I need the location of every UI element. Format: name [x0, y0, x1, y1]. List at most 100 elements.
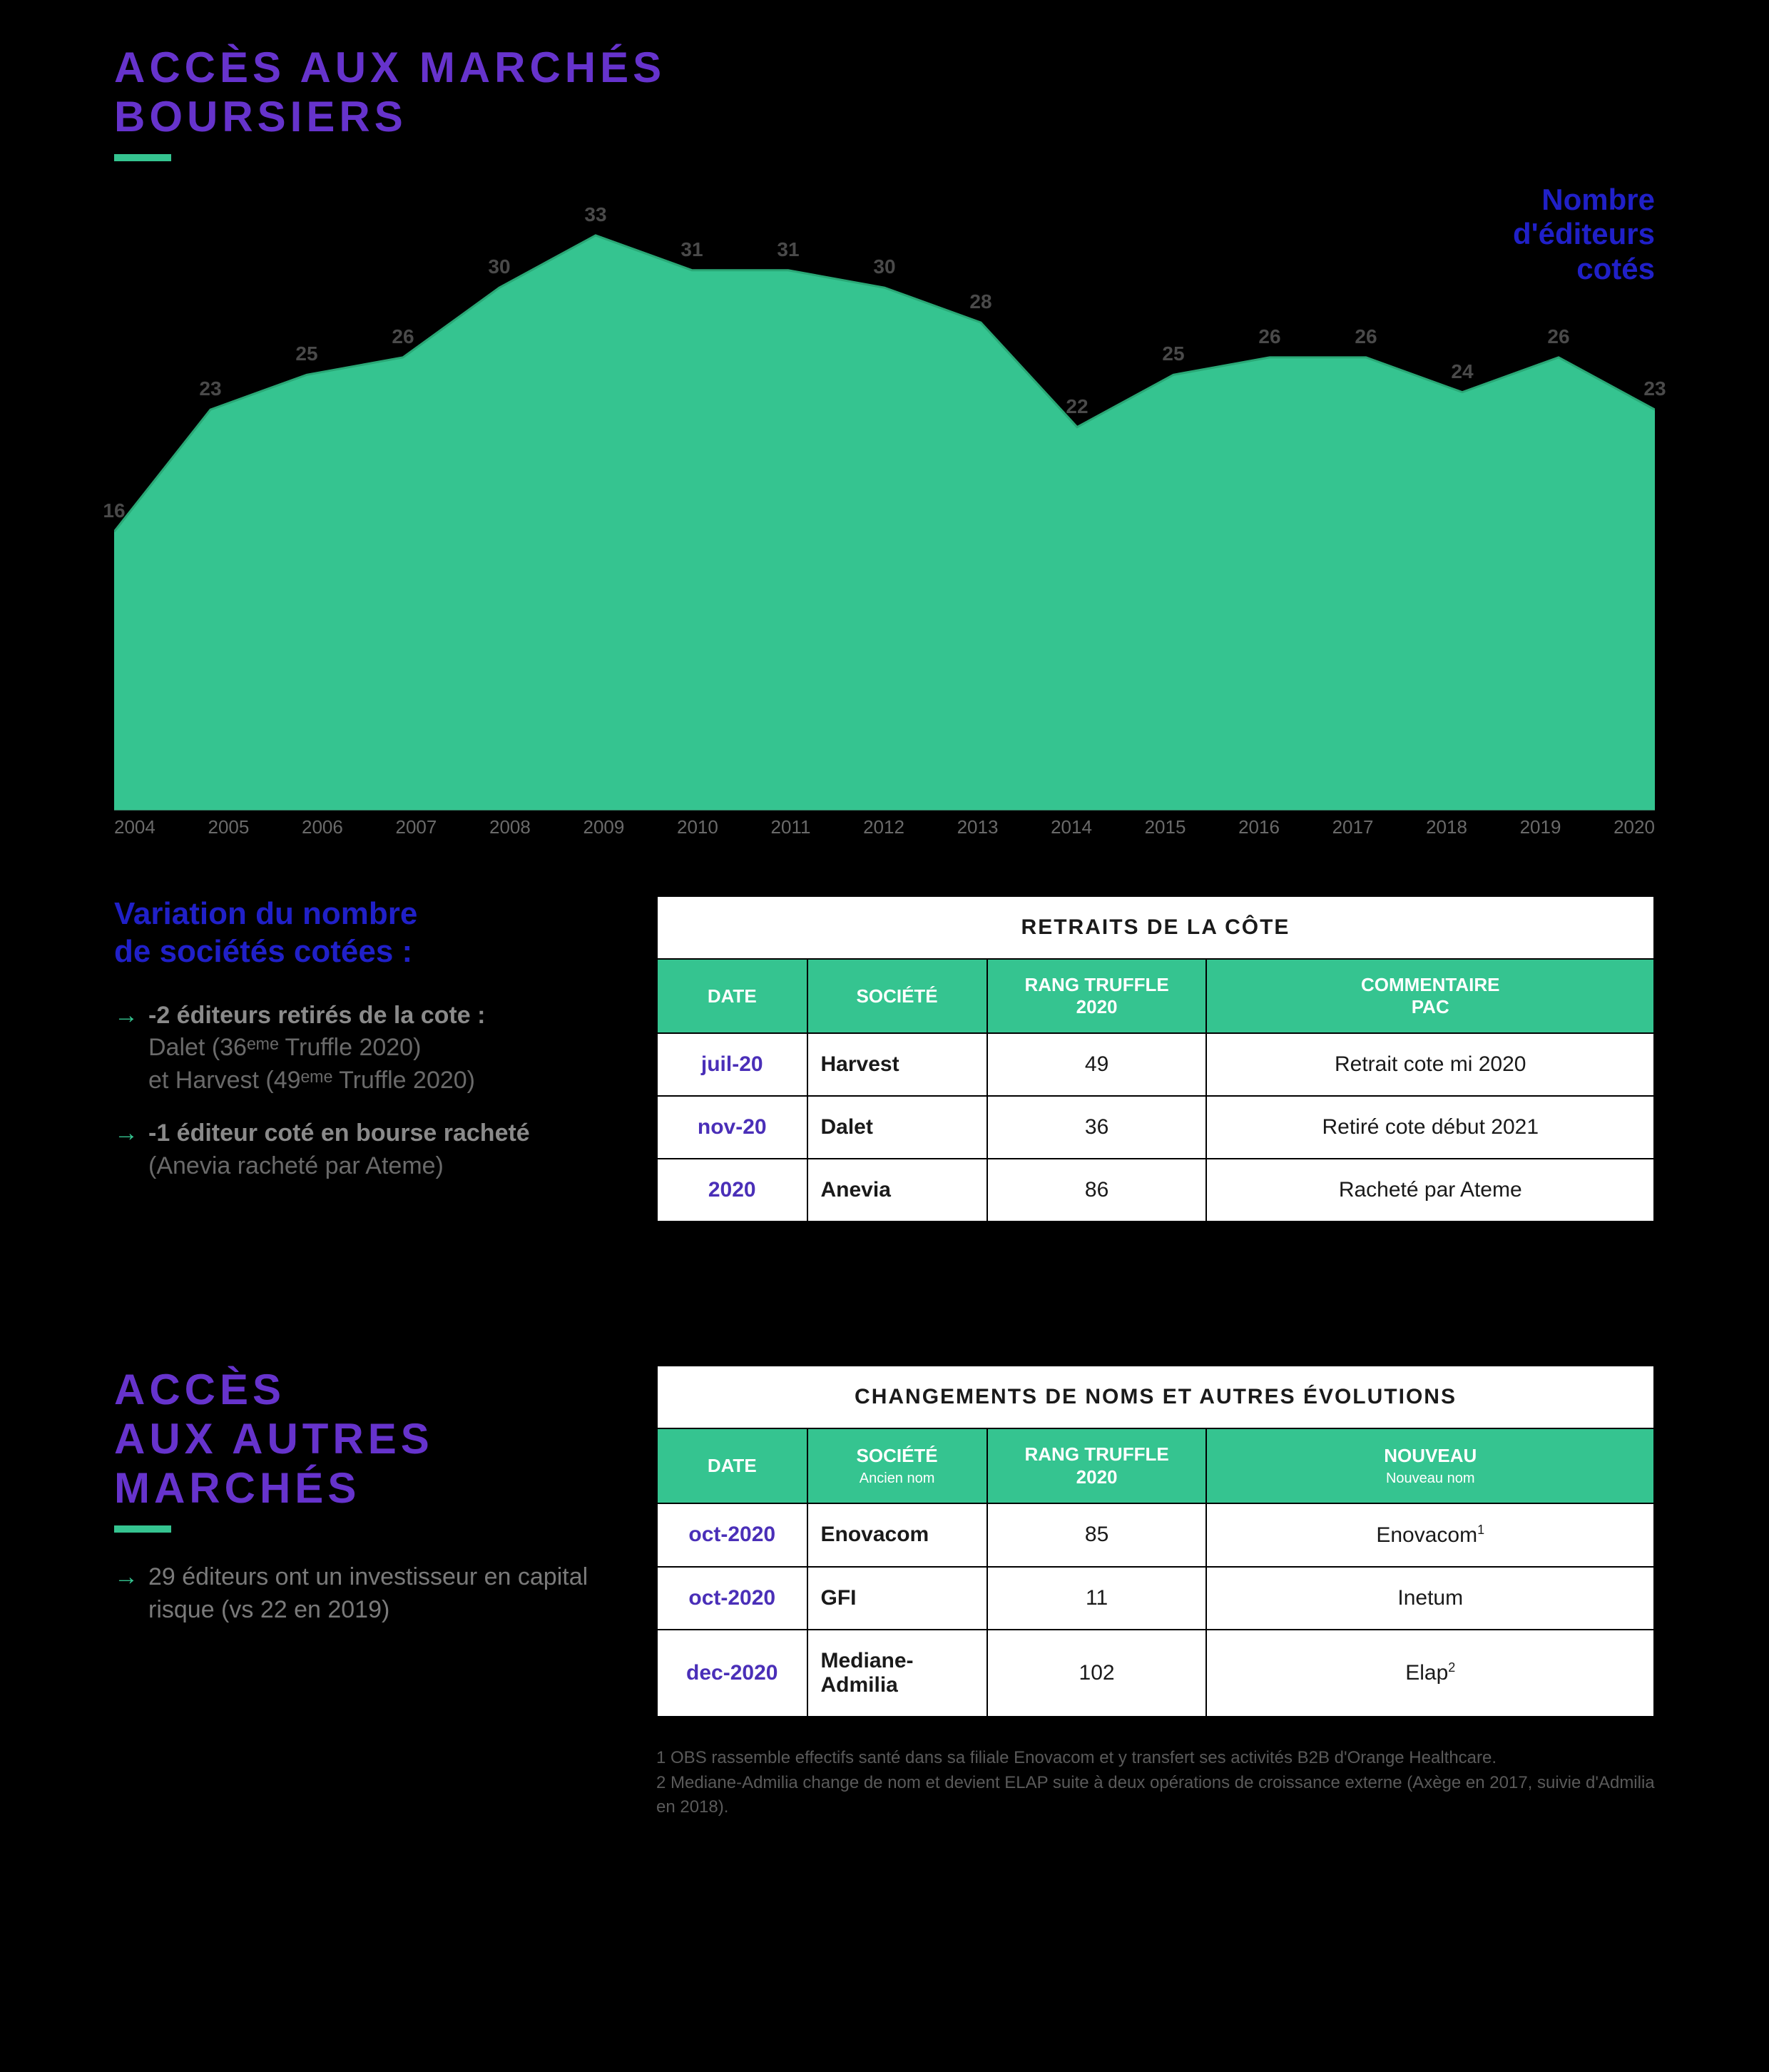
table-header: SOCIÉTÉAncien nom — [808, 1429, 987, 1502]
variation-bullet: →-1 éditeur coté en bourse racheté(Anevi… — [114, 1117, 613, 1183]
x-tick-label: 2018 — [1426, 816, 1467, 838]
table-row: nov-20Dalet36Retiré cote début 2021 — [658, 1097, 1653, 1158]
x-tick-label: 2013 — [957, 816, 999, 838]
arrow-icon: → — [114, 1000, 138, 1098]
cell-last: Elap2 — [1207, 1630, 1653, 1716]
cell-last: Racheté par Ateme — [1207, 1159, 1653, 1221]
cell-date: oct-2020 — [658, 1568, 807, 1629]
table-header: SOCIÉTÉ — [808, 960, 987, 1032]
value-label: 24 — [1451, 360, 1473, 383]
x-tick-label: 2009 — [583, 816, 625, 838]
cell-date: juil-20 — [658, 1034, 807, 1095]
value-label: 23 — [199, 377, 221, 400]
s2-title-l2: AUX AUTRES — [114, 1414, 613, 1463]
table-header: COMMENTAIREPAC — [1207, 960, 1653, 1032]
x-tick-label: 2012 — [863, 816, 904, 838]
footnotes: 1 OBS rassemble effectifs santé dans sa … — [656, 1746, 1655, 1820]
section2-left: ACCÈS AUX AUTRES MARCHÉS → 29 éditeurs o… — [114, 1365, 613, 1627]
cell-societe: Mediane-Admilia — [808, 1630, 987, 1716]
value-label: 33 — [584, 203, 606, 226]
arrow-icon: → — [114, 1561, 138, 1627]
value-label: 30 — [488, 255, 510, 278]
bullet-text: -2 éditeurs retirés de la cote :Dalet (3… — [148, 1000, 485, 1098]
value-label: 30 — [873, 255, 895, 278]
table-title: RETRAITS DE LA CÔTE — [658, 897, 1653, 958]
table-header: NOUVEAUNouveau nom — [1207, 1429, 1653, 1502]
value-label: 26 — [392, 325, 414, 348]
x-tick-label: 2017 — [1332, 816, 1374, 838]
table-row: oct-2020GFI11Inetum — [658, 1568, 1653, 1629]
table1-wrap: RETRAITS DE LA CÔTEDATESOCIÉTÉRANG TRUFF… — [656, 895, 1655, 1222]
variation-bullets: →-2 éditeurs retirés de la cote :Dalet (… — [114, 1000, 613, 1183]
bullet-text: -1 éditeur coté en bourse racheté(Anevia… — [148, 1117, 530, 1183]
variation-heading-l1: Variation du nombre — [114, 895, 613, 933]
cell-date: nov-20 — [658, 1097, 807, 1158]
variation-heading-l2: de sociétés cotées : — [114, 933, 613, 971]
x-tick-label: 2019 — [1520, 816, 1561, 838]
x-tick-label: 2015 — [1145, 816, 1186, 838]
footnote-line: 2 Mediane-Admilia change de nom et devie… — [656, 1771, 1655, 1821]
value-label: 25 — [1162, 342, 1184, 365]
x-tick-label: 2016 — [1238, 816, 1280, 838]
cell-societe: GFI — [808, 1568, 987, 1629]
x-tick-label: 2011 — [771, 816, 811, 838]
table-header: DATE — [658, 1429, 807, 1502]
s2-title-l3: MARCHÉS — [114, 1463, 613, 1513]
value-label: 31 — [680, 238, 703, 261]
table-title: CHANGEMENTS DE NOMS ET AUTRES ÉVOLUTIONS — [658, 1366, 1653, 1428]
x-tick-label: 2007 — [396, 816, 437, 838]
table-header: RANG TRUFFLE2020 — [988, 960, 1206, 1032]
x-tick-label: 2004 — [114, 816, 156, 838]
value-label: 26 — [1355, 325, 1377, 348]
value-label: 26 — [1258, 325, 1280, 348]
cell-rang: 85 — [988, 1504, 1206, 1566]
variation-bullet: →-2 éditeurs retirés de la cote :Dalet (… — [114, 1000, 613, 1098]
value-label: 28 — [969, 290, 991, 313]
s2-title-l1: ACCÈS — [114, 1365, 613, 1414]
s2-bullet: → 29 éditeurs ont un investisseur en cap… — [114, 1561, 613, 1627]
x-tick-label: 2010 — [677, 816, 718, 838]
cell-date: 2020 — [658, 1159, 807, 1221]
area-chart: 1623252630333131302822252626242623 — [114, 168, 1655, 811]
x-tick-label: 2020 — [1613, 816, 1655, 838]
title-line-1: ACCÈS AUX MARCHÉS — [114, 43, 1655, 92]
cell-last: Enovacom1 — [1207, 1504, 1653, 1566]
x-tick-label: 2008 — [489, 816, 531, 838]
table-row: oct-2020Enovacom85Enovacom1 — [658, 1504, 1653, 1566]
x-axis-ticks: 2004 2005 2006 2007 2008 2009 2010 2011 2012 2013… — [114, 816, 1655, 838]
arrow-icon: → — [114, 1117, 138, 1183]
footnote-line: 1 OBS rassemble effectifs santé dans sa … — [656, 1746, 1655, 1771]
cell-societe: Enovacom — [808, 1504, 987, 1566]
table-row: juil-20Harvest49Retrait cote mi 2020 — [658, 1034, 1653, 1095]
cell-last: Inetum — [1207, 1568, 1653, 1629]
table-header: RANG TRUFFLE2020 — [988, 1429, 1206, 1502]
cell-societe: Harvest — [808, 1034, 987, 1095]
changements-table: CHANGEMENTS DE NOMS ET AUTRES ÉVOLUTIONS… — [656, 1365, 1655, 1717]
x-tick-label: 2005 — [208, 816, 250, 838]
cell-rang: 102 — [988, 1630, 1206, 1716]
table-row: 2020Anevia86Racheté par Ateme — [658, 1159, 1653, 1221]
section-1-title: ACCÈS AUX MARCHÉS BOURSIERS — [114, 43, 1655, 161]
row-section2-table2: ACCÈS AUX AUTRES MARCHÉS → 29 éditeurs o… — [114, 1365, 1655, 1820]
x-tick-label: 2006 — [302, 816, 343, 838]
retraits-table: RETRAITS DE LA CÔTEDATESOCIÉTÉRANG TRUFF… — [656, 895, 1655, 1222]
cell-last: Retiré cote début 2021 — [1207, 1097, 1653, 1158]
value-label: 26 — [1547, 325, 1569, 348]
row-variation-table1: Variation du nombre de sociétés cotées :… — [114, 895, 1655, 1222]
cell-last: Retrait cote mi 2020 — [1207, 1034, 1653, 1095]
accent-bar-icon — [114, 1525, 171, 1533]
value-label: 16 — [103, 499, 125, 522]
table2-wrap: CHANGEMENTS DE NOMS ET AUTRES ÉVOLUTIONS… — [656, 1365, 1655, 1820]
cell-rang: 86 — [988, 1159, 1206, 1221]
s2-bullet-text: 29 éditeurs ont un investisseur en capit… — [148, 1561, 613, 1627]
variation-block: Variation du nombre de sociétés cotées :… — [114, 895, 613, 1183]
accent-bar-icon — [114, 154, 171, 161]
cell-date: oct-2020 — [658, 1504, 807, 1566]
cell-societe: Dalet — [808, 1097, 987, 1158]
x-tick-label: 2014 — [1051, 816, 1092, 838]
value-label: 23 — [1643, 377, 1666, 400]
s2-bullet-group: → 29 éditeurs ont un investisseur en cap… — [114, 1561, 613, 1627]
cell-rang: 49 — [988, 1034, 1206, 1095]
table-row: dec-2020Mediane-Admilia102Elap2 — [658, 1630, 1653, 1716]
title-line-2: BOURSIERS — [114, 92, 1655, 141]
